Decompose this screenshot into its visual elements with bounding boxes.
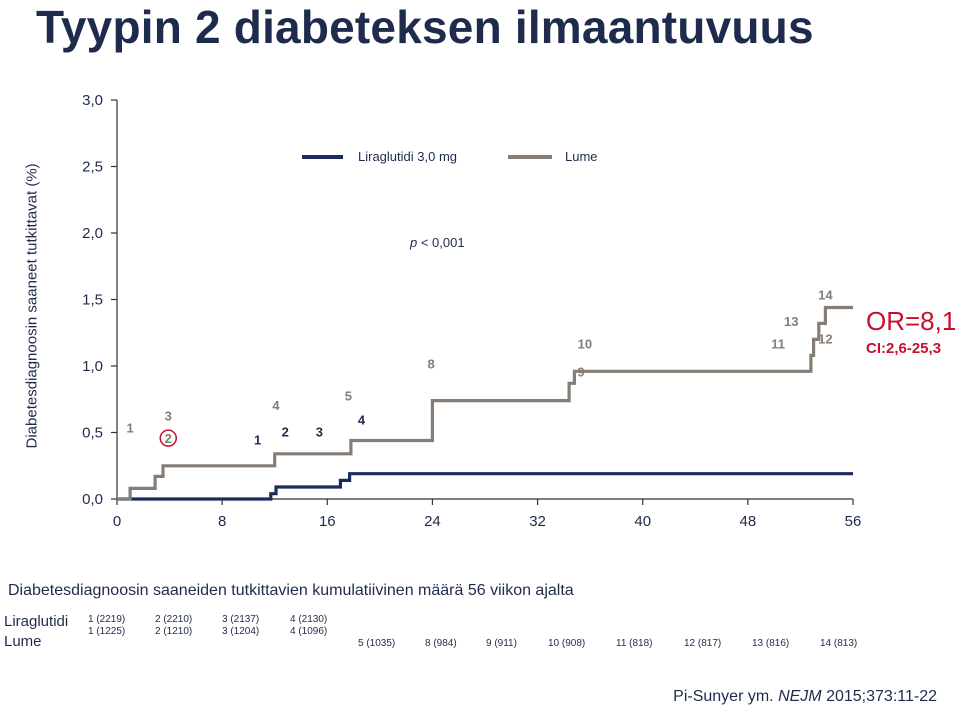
risk-cell: 4 (2130): [290, 614, 328, 625]
risk-cell: 1 (2219): [88, 614, 126, 625]
risk-cell: 10 (908): [548, 638, 586, 649]
placebo-event-label: 1: [127, 421, 134, 436]
x-tick-label: 24: [424, 513, 441, 530]
x-tick-label: 16: [319, 513, 336, 530]
x-tick-label: 40: [634, 513, 651, 530]
liraglutide-event-label: 4: [358, 413, 366, 428]
placebo-event-label: 8: [427, 357, 434, 372]
x-tick-label: 48: [740, 513, 757, 530]
placebo-event-label: 11: [771, 337, 785, 352]
placebo-event-label: 2: [165, 431, 172, 446]
risk-label-placebo: Lume: [4, 633, 42, 650]
y-tick-label: 2,0: [82, 225, 103, 242]
liraglutide-event-label: 3: [316, 424, 323, 439]
x-axis-ticks: 0 8 16 24 32 40 48 56: [113, 499, 862, 530]
risk-cell: 4 (1096): [290, 626, 328, 637]
y-tick-label: 1,0: [82, 358, 103, 375]
legend-label-liraglutide: Liraglutidi 3,0 mg: [358, 149, 457, 164]
legend: Liraglutidi 3,0 mg Lume: [302, 149, 598, 164]
risk-cell: 14 (813): [820, 638, 858, 649]
placebo-event-label: 14: [818, 288, 833, 303]
y-tick-label: 2,5: [82, 159, 103, 176]
x-tick-label: 0: [113, 513, 121, 530]
risk-cell: 5 (1035): [358, 638, 396, 649]
placebo-event-label: 10: [578, 337, 592, 352]
placebo-event-label: 4: [272, 398, 280, 413]
risk-cell: 3 (1204): [222, 626, 260, 637]
placebo-event-label: 3: [165, 409, 172, 424]
citation: Pi-Sunyer ym. NEJM 2015;373:11-22: [673, 688, 937, 705]
y-axis-ticks: 0,0 0,5 1,0 1,5 2,0 2,5 3,0: [82, 92, 117, 508]
risk-cell: 11 (818): [616, 638, 653, 649]
liraglutide-event-label: 2: [282, 424, 289, 439]
confidence-interval: CI:2,6-25,3: [866, 340, 942, 357]
liraglutide-event-label: 1: [254, 432, 261, 447]
highlight-circle: [159, 429, 178, 447]
risk-table-caption: Diabetesdiagnoosin saaneiden tutkittavie…: [8, 582, 574, 599]
chart-title: Tyypin 2 diabeteksen ilmaantuvuus: [36, 1, 814, 53]
y-tick-label: 0,5: [82, 425, 103, 442]
risk-cell: 9 (911): [486, 638, 517, 649]
risk-cell: 1 (1225): [88, 626, 126, 637]
risk-cell: 2 (2210): [155, 614, 193, 625]
p-value: p < 0,001: [409, 235, 465, 250]
incidence-chart: 0,00,51,01,52,02,53,0 0 8 16 24 32 40 48 56 12 3…: [82, 92, 862, 530]
x-tick-label: 32: [529, 513, 546, 530]
risk-cell: 2 (1210): [155, 626, 193, 637]
risk-cell: 13 (816): [752, 638, 790, 649]
placebo-event-label: 9: [577, 365, 584, 380]
legend-label-placebo: Lume: [565, 149, 598, 164]
risk-label-liraglutide: Liraglutidi: [4, 613, 69, 630]
risk-cell: 8 (984): [425, 638, 457, 649]
y-tick-label: 0,0: [82, 491, 103, 508]
y-tick-label: 1,5: [82, 292, 103, 309]
x-tick-label: 56: [845, 513, 862, 530]
x-tick-label: 8: [218, 513, 226, 530]
placebo-event-label: 13: [784, 314, 798, 329]
placebo-event-label: 5: [345, 389, 352, 404]
y-tick-label: 3,0: [82, 92, 103, 109]
odds-ratio: OR=8,1: [866, 306, 957, 336]
risk-cell: 12 (817): [684, 638, 722, 649]
placebo-event-label: 12: [818, 331, 832, 346]
series-line-placebo: [117, 305, 853, 501]
series-line-liraglutide: [117, 472, 853, 501]
risk-cell: 3 (2137): [222, 614, 260, 625]
